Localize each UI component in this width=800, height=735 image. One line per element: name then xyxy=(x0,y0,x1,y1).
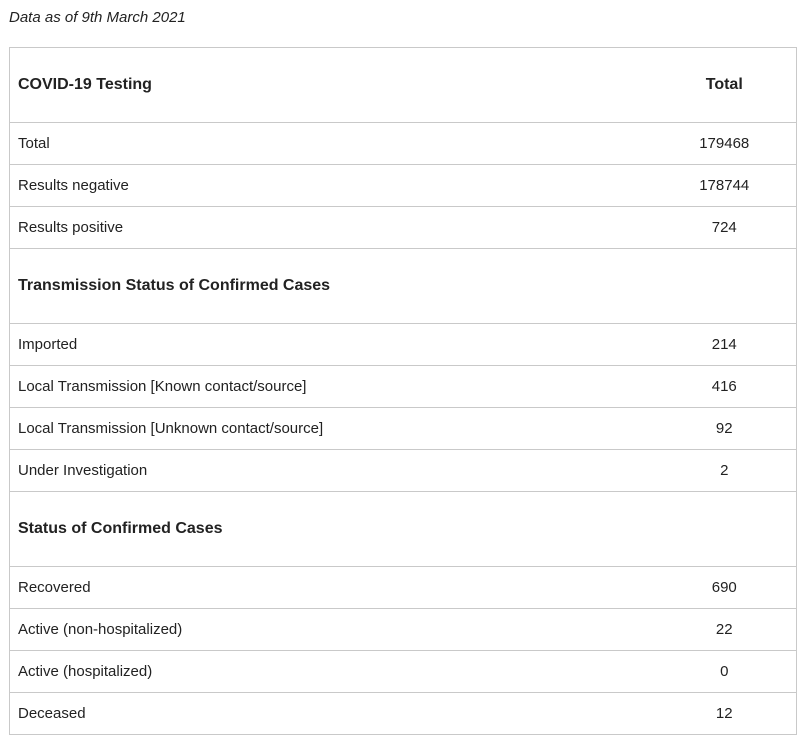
table-row: Total 179468 xyxy=(9,122,797,165)
row-value: 2 xyxy=(652,449,797,492)
data-date-note: Data as of 9th March 2021 xyxy=(9,9,186,26)
row-value: 0 xyxy=(652,650,797,693)
row-value: 92 xyxy=(652,407,797,450)
row-value: 690 xyxy=(652,566,797,609)
row-label: Imported xyxy=(9,323,653,366)
row-label: Recovered xyxy=(9,566,653,609)
table-row: Local Transmission [Known contact/source… xyxy=(9,365,797,408)
table-header-row: COVID-19 Testing Total xyxy=(9,47,797,123)
table-row: Active (hospitalized) 0 xyxy=(9,650,797,693)
row-label: Deceased xyxy=(9,692,653,735)
row-value: 214 xyxy=(652,323,797,366)
section-empty-cell xyxy=(652,248,797,324)
row-label: Local Transmission [Known contact/source… xyxy=(9,365,653,408)
row-label: Under Investigation xyxy=(9,449,653,492)
section-header-status: Status of Confirmed Cases xyxy=(9,491,797,567)
table-row: Under Investigation 2 xyxy=(9,449,797,492)
row-value: 416 xyxy=(652,365,797,408)
header-label: COVID-19 Testing xyxy=(9,47,653,123)
table-row: Recovered 690 xyxy=(9,566,797,609)
section-empty-cell xyxy=(652,491,797,567)
table-row: Imported 214 xyxy=(9,323,797,366)
table-row: Local Transmission [Unknown contact/sour… xyxy=(9,407,797,450)
section-title: Status of Confirmed Cases xyxy=(9,491,653,567)
table-row: Results positive 724 xyxy=(9,206,797,249)
section-header-transmission: Transmission Status of Confirmed Cases xyxy=(9,248,797,324)
row-label: Active (hospitalized) xyxy=(9,650,653,693)
table-row: Results negative 178744 xyxy=(9,164,797,207)
row-label: Results negative xyxy=(9,164,653,207)
table-row: Active (non-hospitalized) 22 xyxy=(9,608,797,651)
table-row: Deceased 12 xyxy=(9,692,797,735)
row-value: 179468 xyxy=(652,122,797,165)
row-value: 22 xyxy=(652,608,797,651)
covid-testing-table: COVID-19 Testing Total Total 179468 Resu… xyxy=(9,47,797,735)
row-value: 12 xyxy=(652,692,797,735)
row-value: 178744 xyxy=(652,164,797,207)
row-label: Local Transmission [Unknown contact/sour… xyxy=(9,407,653,450)
header-total: Total xyxy=(652,47,797,123)
section-title: Transmission Status of Confirmed Cases xyxy=(9,248,653,324)
row-label: Total xyxy=(9,122,653,165)
row-value: 724 xyxy=(652,206,797,249)
row-label: Active (non-hospitalized) xyxy=(9,608,653,651)
row-label: Results positive xyxy=(9,206,653,249)
